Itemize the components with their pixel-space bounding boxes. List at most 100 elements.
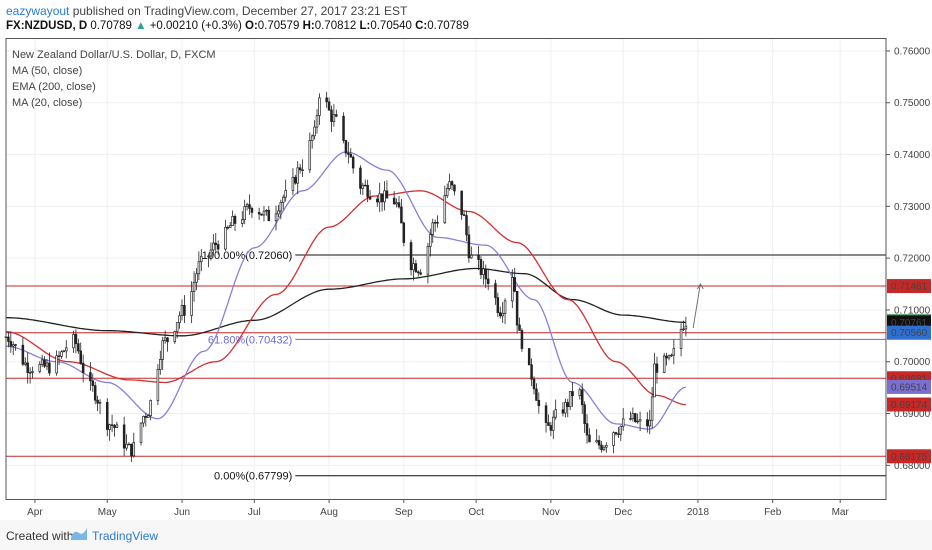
arrow-shaft	[692, 283, 701, 329]
candle	[638, 411, 642, 432]
candle	[665, 352, 668, 366]
candle	[417, 270, 420, 277]
candle-body	[588, 434, 591, 443]
candle-body	[248, 204, 251, 209]
time-axis[interactable]: Apr May Jun Jul Aug Sep Oct Nov Dec 2018 Feb Mar	[27, 499, 849, 518]
candle	[224, 219, 227, 251]
candle-body	[571, 391, 574, 397]
candle-body	[568, 391, 572, 407]
candle	[257, 207, 261, 220]
candle-body	[108, 424, 111, 430]
price-label-text: 0.70560	[891, 328, 928, 339]
candle-body	[200, 255, 203, 263]
x-tick-label: Dec	[614, 507, 632, 518]
candle-body	[195, 273, 198, 283]
legend-ma20[interactable]: MA (20, close)	[12, 97, 82, 109]
candle	[412, 257, 415, 281]
candle	[175, 322, 179, 339]
fib-level-label: 100.00%(0.72060)	[202, 250, 293, 262]
candle-body	[600, 444, 603, 451]
candle-body	[115, 424, 119, 428]
grid	[6, 38, 886, 499]
candle	[31, 366, 34, 379]
arrow-head	[696, 283, 704, 290]
candle-body	[429, 234, 432, 247]
price-axis[interactable]: 0.68000 0.69000 0.70000 0.71000 0.72000 0.730…	[886, 46, 931, 472]
candle-body	[241, 219, 244, 224]
candle-body	[233, 216, 237, 224]
candle-body	[72, 334, 75, 349]
candle-body	[462, 214, 466, 216]
candle-body	[166, 337, 169, 343]
candle-body	[520, 330, 524, 349]
legend: New Zealand Dollar/U.S. Dollar, D, FXCM …	[12, 49, 216, 109]
candle-body	[207, 255, 210, 258]
author-link[interactable]: eazywayout	[6, 4, 70, 18]
candle	[460, 190, 463, 220]
candle-body	[332, 114, 336, 122]
candle	[163, 330, 167, 344]
candle-body	[257, 212, 261, 215]
candle-body	[445, 188, 449, 196]
candle	[498, 306, 502, 319]
legend-ma50[interactable]: MA (50, close)	[12, 65, 82, 77]
open-label: O:	[245, 20, 258, 32]
y-tick-label: 0.73000	[894, 202, 931, 213]
candle	[646, 412, 649, 433]
candle-body	[122, 424, 126, 449]
x-tick-label: May	[98, 507, 117, 518]
candle-body	[470, 254, 473, 259]
tradingview-brand[interactable]: TradingView	[92, 529, 159, 543]
candle	[260, 213, 263, 216]
candle	[380, 193, 384, 212]
candle	[250, 206, 254, 218]
candle-body	[503, 300, 507, 314]
candle-body	[612, 432, 615, 446]
legend-ema200[interactable]: EMA (200, close)	[12, 81, 96, 93]
candle-body	[672, 348, 676, 356]
candle-body	[477, 254, 480, 260]
candle	[142, 415, 145, 428]
candle	[347, 141, 350, 164]
candle	[568, 391, 572, 411]
candle	[549, 421, 553, 437]
candle	[513, 267, 516, 293]
candle-body	[670, 354, 673, 357]
candle	[349, 148, 353, 158]
candle	[262, 205, 266, 222]
candle-body	[277, 210, 280, 215]
candle	[282, 194, 285, 210]
low-value: 0.70540	[370, 20, 412, 32]
ema-200-path	[6, 267, 686, 337]
candle-body	[11, 344, 15, 347]
price-label-box	[887, 397, 931, 412]
candle	[595, 429, 598, 444]
candle-body	[414, 263, 418, 273]
candle-body	[460, 190, 463, 216]
candle	[561, 402, 565, 417]
candle	[629, 411, 632, 421]
candle	[77, 338, 80, 354]
candle-body	[395, 202, 398, 205]
up-arrow-icon: ▲	[135, 20, 147, 32]
price-label-text: 0.70761	[891, 318, 928, 329]
candle-body	[385, 190, 389, 199]
candle	[161, 336, 164, 371]
candle-body	[24, 362, 27, 365]
candle	[190, 281, 193, 324]
candle-body	[265, 209, 268, 212]
price-chart[interactable]: 100.00%(0.72060) 61.80%(0.70432) 0.00%(0.6…	[0, 38, 932, 520]
candle-body	[344, 140, 348, 154]
candle	[48, 352, 51, 376]
candle	[402, 221, 406, 247]
candle	[588, 428, 591, 443]
candle	[296, 161, 299, 195]
price-label-box	[887, 449, 931, 464]
ma-50-line	[5, 190, 686, 406]
candle-body	[552, 416, 555, 431]
candle-body	[378, 193, 381, 203]
candle-body	[605, 445, 608, 448]
candle-body	[156, 369, 160, 401]
candle-body	[665, 355, 668, 359]
candle	[395, 198, 398, 208]
